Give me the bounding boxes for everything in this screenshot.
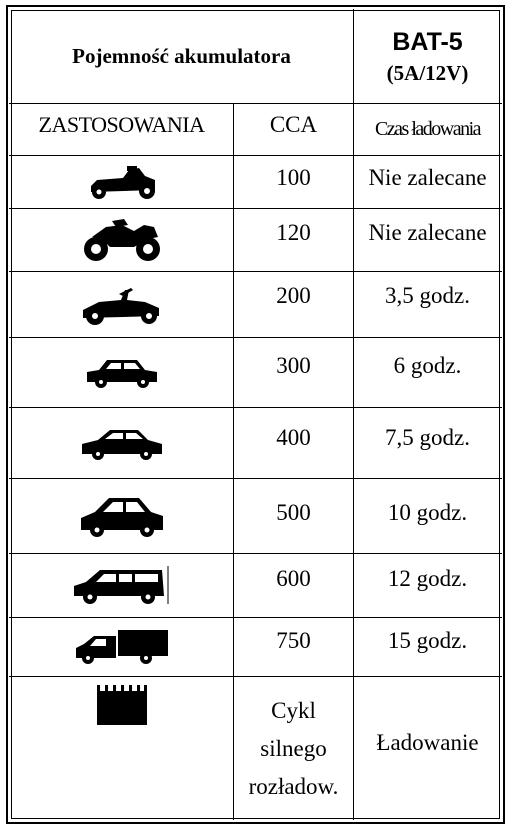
model-name: BAT-5 <box>392 27 463 56</box>
table-inner-border <box>11 10 500 819</box>
charge-time-column-header: Czas ładowania <box>374 118 482 140</box>
cca-column-header: CCA <box>269 112 318 137</box>
motorcycle-icon <box>10 209 233 271</box>
row-divider <box>9 676 502 677</box>
table-frame <box>6 5 505 824</box>
row-divider <box>9 617 502 618</box>
cca-value: 400 <box>276 425 311 450</box>
charge-time-value: Nie zalecane <box>368 165 487 190</box>
cca-value: 120 <box>276 220 311 245</box>
row-divider <box>9 155 502 156</box>
large-sedan-icon <box>10 479 233 553</box>
row-divider <box>9 553 502 554</box>
model-spec: (5A/12V) <box>386 60 469 85</box>
row-divider <box>9 271 502 272</box>
charge-time-value: 12 godz. <box>387 566 468 591</box>
cca-value: 300 <box>276 353 311 378</box>
truck-icon <box>10 618 233 676</box>
cca-value: 100 <box>276 165 311 190</box>
charge-time-value: 6 godz. <box>393 353 462 378</box>
cca-value: 500 <box>276 500 311 525</box>
charge-time-value: 3,5 godz. <box>385 283 470 308</box>
sedan-car-icon <box>10 408 233 478</box>
row-divider <box>9 337 502 338</box>
deep-cycle-label: Cykl silnego rozładow. <box>234 677 353 820</box>
charge-time-value: 7,5 godz. <box>385 425 470 450</box>
column-divider <box>353 9 354 820</box>
small-car-icon <box>10 338 233 407</box>
lawn-tractor-icon <box>10 156 233 208</box>
row-divider <box>9 103 502 104</box>
row-divider <box>9 208 502 209</box>
deep-cycle-line: silnego <box>260 735 327 761</box>
row-divider <box>9 407 502 408</box>
row-divider <box>9 478 502 479</box>
ride-on-mower-icon <box>10 272 233 337</box>
model-header: BAT-5 (5A/12V) <box>354 10 501 103</box>
deep-cycle-line: rozładow. <box>248 773 339 799</box>
suv-icon <box>10 554 233 617</box>
deep-cycle-charge-value: Ładowanie <box>376 730 479 755</box>
charge-time-value: 10 godz. <box>387 500 468 525</box>
deep-cycle-line: Cykl <box>271 697 316 723</box>
cca-value: 750 <box>276 628 311 653</box>
battery-icon <box>10 677 233 733</box>
column-divider <box>233 103 234 820</box>
charge-time-value: 15 godz. <box>387 628 468 653</box>
cca-value: 600 <box>276 566 311 591</box>
charge-time-value: Nie zalecane <box>368 220 487 245</box>
applications-column-header: ZASTOSOWANIA <box>38 112 205 137</box>
cca-value: 200 <box>276 283 311 308</box>
capacity-header: Pojemność akumulatora <box>72 44 291 68</box>
